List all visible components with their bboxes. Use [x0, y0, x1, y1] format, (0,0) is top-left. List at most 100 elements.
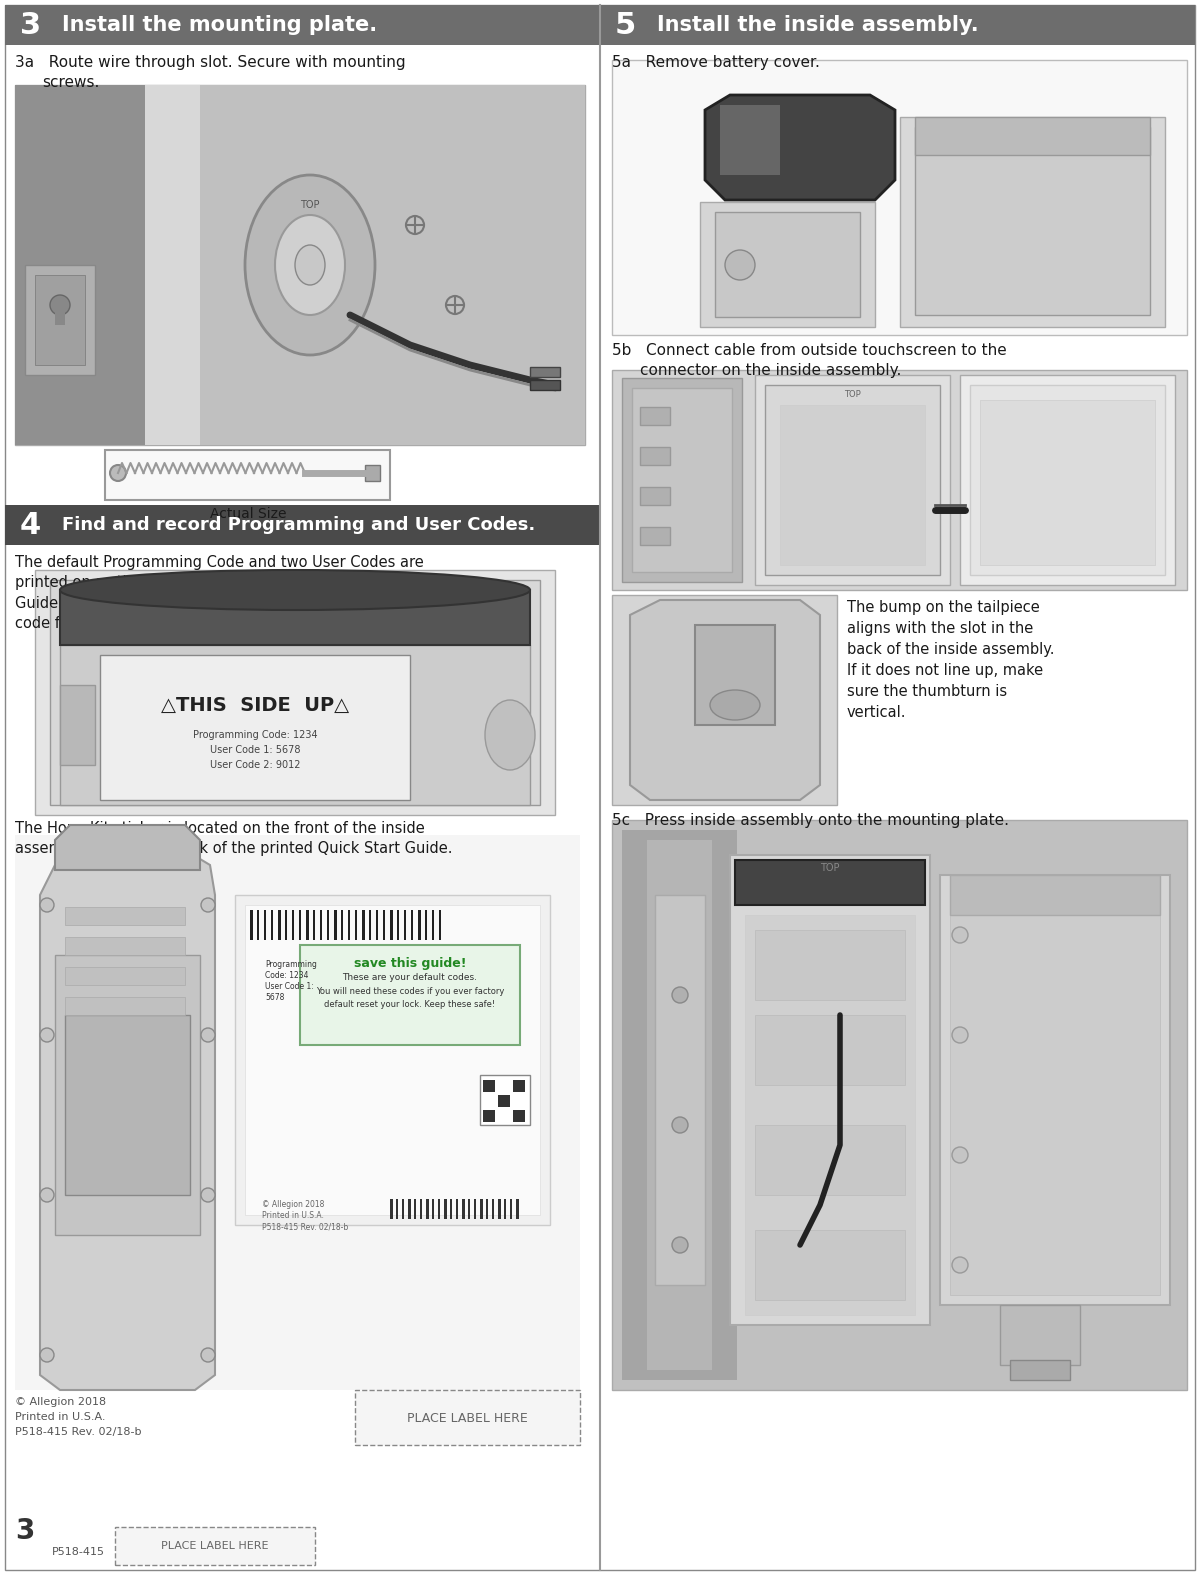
Bar	[299, 910, 301, 940]
Bar	[65, 967, 185, 984]
Bar	[60, 685, 95, 765]
Text: 5678: 5678	[265, 992, 284, 1002]
Bar	[755, 1014, 905, 1085]
Bar	[492, 1199, 494, 1219]
Text: 5a   Remove battery cover.: 5a Remove battery cover.	[612, 55, 820, 69]
Bar	[632, 387, 732, 572]
Circle shape	[202, 1188, 215, 1202]
Bar	[755, 1230, 905, 1299]
Bar	[950, 876, 1160, 915]
Bar	[916, 128, 1150, 315]
Ellipse shape	[275, 216, 346, 315]
Bar	[640, 406, 670, 425]
Bar	[1010, 1359, 1070, 1380]
Circle shape	[952, 1257, 968, 1273]
Bar	[468, 1199, 470, 1219]
Bar	[622, 378, 742, 583]
Circle shape	[952, 1027, 968, 1043]
Bar	[383, 910, 385, 940]
Circle shape	[406, 216, 424, 235]
Bar	[278, 910, 281, 940]
Text: 5b   Connect cable from outside touchscreen to the: 5b Connect cable from outside touchscree…	[612, 343, 1007, 358]
Text: Printed in U.S.A.: Printed in U.S.A.	[262, 1211, 324, 1221]
Text: 5: 5	[616, 11, 636, 39]
Text: The default Programming Code and two User Codes are
printed on a sticker on the : The default Programming Code and two Use…	[14, 554, 440, 632]
Bar	[326, 910, 329, 940]
Bar	[612, 370, 1187, 591]
Polygon shape	[630, 600, 820, 800]
Bar	[25, 265, 95, 375]
Bar	[420, 1199, 422, 1219]
Bar	[498, 1095, 510, 1107]
Bar	[647, 839, 712, 1370]
Bar	[730, 855, 930, 1325]
Bar	[245, 906, 540, 1214]
Polygon shape	[706, 94, 895, 200]
Text: P518-415 Rev. 02/18-b: P518-415 Rev. 02/18-b	[262, 1222, 348, 1232]
Text: User Code 1:: User Code 1:	[265, 981, 313, 991]
Circle shape	[725, 250, 755, 280]
Bar	[271, 910, 274, 940]
Bar	[115, 1528, 314, 1566]
Bar	[408, 1199, 410, 1219]
Bar	[900, 117, 1165, 328]
Bar	[397, 910, 398, 940]
Bar	[432, 910, 434, 940]
Bar	[655, 895, 706, 1285]
Bar	[334, 910, 337, 940]
Text: You will need these codes if you ever factory: You will need these codes if you ever fa…	[316, 988, 504, 995]
Bar	[355, 910, 358, 940]
Bar	[313, 910, 314, 940]
Bar	[355, 1391, 580, 1444]
Bar	[622, 830, 737, 1380]
Polygon shape	[40, 850, 215, 1391]
Bar	[55, 954, 200, 1235]
Bar	[14, 85, 586, 446]
Bar	[480, 1076, 530, 1125]
Bar	[514, 1110, 526, 1121]
Bar	[286, 910, 287, 940]
Bar	[306, 910, 310, 940]
Text: 4: 4	[20, 510, 41, 540]
Circle shape	[40, 1028, 54, 1043]
Bar	[745, 915, 916, 1315]
Bar	[700, 202, 875, 328]
Bar	[14, 835, 580, 1391]
Bar	[510, 1199, 512, 1219]
Bar	[438, 1199, 440, 1219]
Circle shape	[202, 898, 215, 912]
Circle shape	[202, 1348, 215, 1362]
Bar	[250, 910, 253, 940]
Bar	[720, 106, 780, 175]
Bar	[450, 1199, 452, 1219]
Text: TOP: TOP	[844, 391, 860, 398]
Text: User Code 1: 5678: User Code 1: 5678	[210, 745, 300, 754]
Text: TOP: TOP	[821, 863, 840, 873]
Text: 3: 3	[14, 1517, 35, 1545]
Bar	[734, 860, 925, 906]
Bar	[755, 1125, 905, 1195]
Bar	[348, 910, 350, 940]
Ellipse shape	[50, 295, 70, 315]
Bar	[755, 375, 950, 584]
Bar	[418, 910, 421, 940]
Text: PLACE LABEL HERE: PLACE LABEL HERE	[161, 1540, 269, 1551]
Bar	[14, 85, 145, 446]
Bar	[235, 895, 550, 1225]
Bar	[145, 85, 200, 446]
Text: Printed in U.S.A.: Printed in U.S.A.	[14, 1413, 106, 1422]
Circle shape	[40, 1188, 54, 1202]
Bar	[50, 580, 540, 805]
Bar	[300, 945, 520, 1044]
Text: Code: 1234: Code: 1234	[265, 972, 308, 980]
Bar	[365, 465, 380, 480]
Circle shape	[110, 465, 126, 480]
Bar	[640, 447, 670, 465]
Bar	[426, 1199, 430, 1219]
Bar	[65, 907, 185, 925]
Bar	[474, 1199, 476, 1219]
Bar	[60, 646, 530, 805]
Bar	[65, 997, 185, 1014]
Bar	[695, 625, 775, 724]
Text: 5c   Press inside assembly onto the mounting plate.: 5c Press inside assembly onto the mounti…	[612, 813, 1009, 828]
